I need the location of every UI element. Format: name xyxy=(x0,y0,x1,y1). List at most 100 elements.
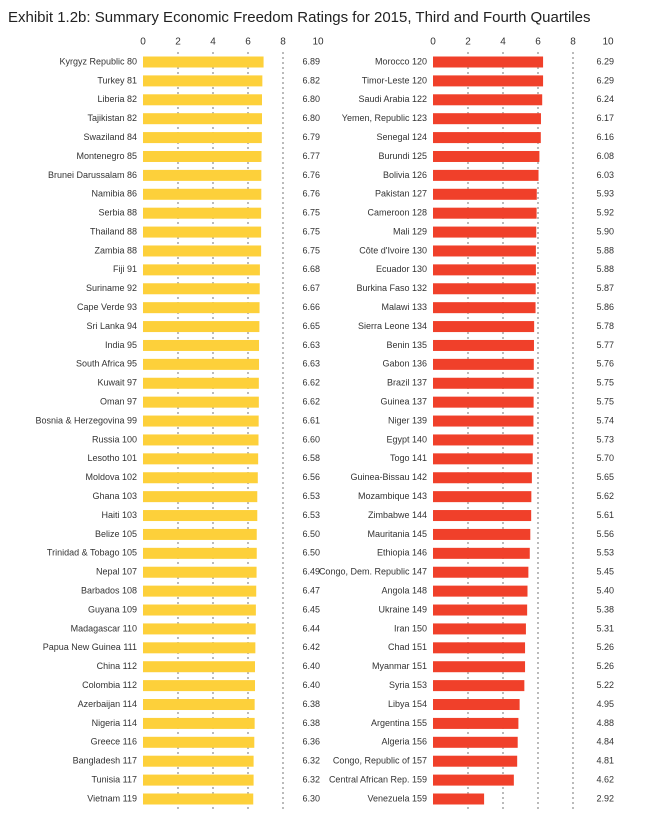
category-label: Nepal 107 xyxy=(96,567,137,577)
value-label: 6.17 xyxy=(596,113,614,123)
bar xyxy=(143,207,262,219)
bar xyxy=(143,358,260,370)
value-label: 5.75 xyxy=(596,397,614,407)
x-tick-label: 10 xyxy=(312,37,324,48)
value-label: 6.62 xyxy=(302,397,320,407)
value-label: 4.95 xyxy=(596,699,614,709)
bar xyxy=(143,793,254,805)
value-label: 6.53 xyxy=(302,510,320,520)
category-label: Bosnia & Herzegovina 99 xyxy=(35,415,137,425)
value-label: 5.70 xyxy=(596,453,614,463)
category-label: Azerbaijan 114 xyxy=(78,699,137,709)
category-label: Ukraine 149 xyxy=(378,604,427,614)
value-label: 6.47 xyxy=(302,586,320,596)
value-label: 5.76 xyxy=(596,359,614,369)
value-label: 6.79 xyxy=(302,132,320,142)
category-label: Congo, Dem. Republic 147 xyxy=(319,567,427,577)
bar xyxy=(433,566,529,578)
bar xyxy=(143,283,260,295)
value-label: 6.03 xyxy=(596,170,614,180)
bar xyxy=(143,736,255,748)
value-label: 6.40 xyxy=(302,661,320,671)
category-label: Argentina 155 xyxy=(371,718,427,728)
value-label: 6.63 xyxy=(302,359,320,369)
bar xyxy=(433,472,532,484)
bar xyxy=(143,169,262,181)
bar xyxy=(433,358,534,370)
value-label: 6.49 xyxy=(302,567,320,577)
x-tick-label: 2 xyxy=(465,37,471,48)
bar xyxy=(433,491,532,503)
value-label: 6.65 xyxy=(302,321,320,331)
category-label: Chad 151 xyxy=(388,642,427,652)
category-label: Timor-Leste 120 xyxy=(362,75,427,85)
value-label: 6.53 xyxy=(302,491,320,501)
category-label: Sierra Leone 134 xyxy=(358,321,427,331)
bar xyxy=(433,547,530,559)
value-label: 6.75 xyxy=(302,208,320,218)
bar xyxy=(143,377,259,389)
x-tick-label: 10 xyxy=(602,37,614,48)
value-label: 6.77 xyxy=(302,151,320,161)
bar xyxy=(433,415,534,427)
value-label: 5.74 xyxy=(596,415,614,425)
value-label: 5.62 xyxy=(596,491,614,501)
bar xyxy=(433,283,536,295)
value-label: 6.67 xyxy=(302,283,320,293)
value-label: 5.75 xyxy=(596,378,614,388)
category-label: Tunisia 117 xyxy=(91,774,137,784)
value-label: 4.84 xyxy=(596,737,614,747)
bar xyxy=(143,245,262,257)
category-label: Venezuela 159 xyxy=(367,793,427,803)
bar xyxy=(433,661,526,673)
bar xyxy=(433,755,518,767)
x-tick-label: 8 xyxy=(570,37,576,48)
category-label: Brunei Darussalam 86 xyxy=(48,170,137,180)
value-label: 5.86 xyxy=(596,302,614,312)
value-label: 5.73 xyxy=(596,434,614,444)
category-label: Cameroon 128 xyxy=(367,208,427,218)
category-label: Montenegro 85 xyxy=(76,151,137,161)
bar xyxy=(143,94,262,106)
value-label: 6.50 xyxy=(302,548,320,558)
bar xyxy=(433,56,544,68)
x-tick-label: 6 xyxy=(535,37,541,48)
value-label: 5.77 xyxy=(596,340,614,350)
value-label: 5.26 xyxy=(596,661,614,671)
category-label: Papua New Guinea 111 xyxy=(43,642,137,652)
value-label: 6.38 xyxy=(302,718,320,728)
category-label: Côte d'Ivoire 130 xyxy=(359,245,427,255)
bar xyxy=(433,75,544,87)
bar xyxy=(433,736,518,748)
bar xyxy=(433,774,514,786)
bar xyxy=(433,264,536,276)
bar xyxy=(143,75,263,87)
bar xyxy=(433,510,532,522)
value-label: 5.65 xyxy=(596,472,614,482)
value-label: 6.32 xyxy=(302,756,320,766)
value-label: 5.78 xyxy=(596,321,614,331)
category-label: Kuwait 97 xyxy=(97,378,137,388)
value-label: 5.61 xyxy=(596,510,614,520)
bar xyxy=(143,188,262,200)
category-label: Cape Verde 93 xyxy=(77,302,137,312)
bar xyxy=(143,755,254,767)
value-label: 6.56 xyxy=(302,472,320,482)
value-label: 5.90 xyxy=(596,226,614,236)
category-label: Namibia 86 xyxy=(91,189,137,199)
bar xyxy=(143,680,255,692)
bar xyxy=(433,245,536,257)
bar xyxy=(433,339,534,351)
bar xyxy=(143,699,255,711)
category-label: Angola 148 xyxy=(381,586,427,596)
bar xyxy=(143,415,259,427)
bar xyxy=(143,226,262,238)
value-label: 6.63 xyxy=(302,340,320,350)
bar xyxy=(143,453,259,465)
category-label: Serbia 88 xyxy=(98,208,137,218)
bar xyxy=(433,680,525,692)
value-label: 6.24 xyxy=(596,94,614,104)
category-label: Fiji 91 xyxy=(113,264,137,274)
category-label: Central African Rep. 159 xyxy=(329,774,427,784)
